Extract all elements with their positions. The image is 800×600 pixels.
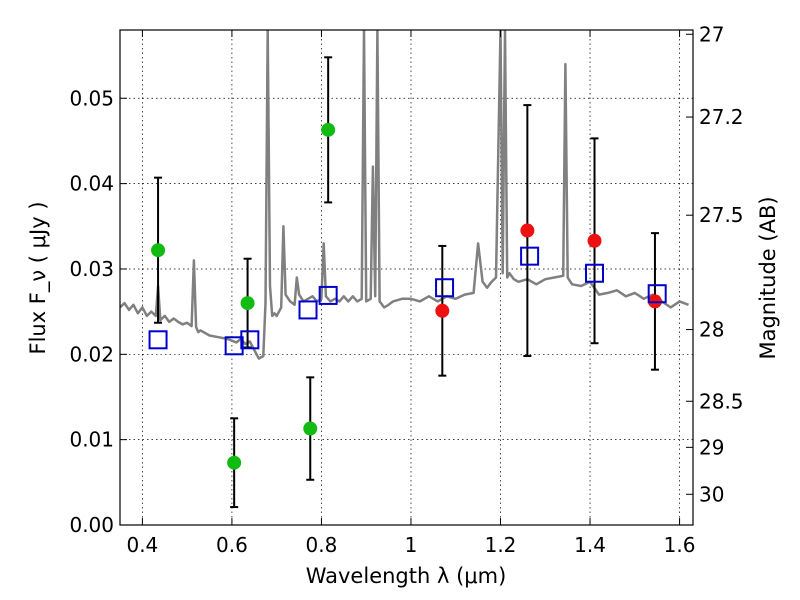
model-square — [298, 300, 318, 320]
red-point — [435, 303, 450, 318]
y2-tick-label: 28 — [699, 318, 724, 342]
x-tick-label: 1.2 — [485, 533, 517, 557]
green-point — [227, 455, 242, 470]
y2-tick-label: 27.2 — [699, 105, 744, 129]
y-tick-label: 0.02 — [69, 342, 114, 366]
spectrum-line — [120, 30, 689, 360]
y2-tick-label: 27 — [699, 22, 724, 46]
grid-lines — [120, 30, 693, 526]
red-point — [587, 233, 602, 248]
model-square — [585, 263, 605, 283]
y2-tick-label: 29 — [699, 435, 724, 459]
model-square — [435, 278, 455, 298]
x-tick-label: 1.6 — [664, 533, 696, 557]
plot-frame — [119, 29, 694, 526]
x-tick-label: 0.8 — [306, 533, 338, 557]
ticks: 0.4 0.6 0.8 1 1.2 1.4 1.6 0.00 0.01 0.02 0.03 0.04 0… — [69, 22, 743, 557]
y2-tick-label: 27.5 — [699, 203, 744, 227]
model-square — [318, 285, 338, 305]
model-square — [520, 246, 540, 266]
model-square — [647, 284, 667, 304]
x-axis-label: Wavelength λ (μm) — [306, 564, 507, 588]
y2-tick-label: 30 — [699, 482, 724, 506]
y2-tick-label: 28.5 — [699, 389, 744, 413]
model-square — [224, 336, 244, 356]
green-point — [303, 421, 318, 436]
y2-axis-label: Magnitude (AB) — [756, 196, 780, 359]
x-tick-label: 1.4 — [574, 533, 606, 557]
y-tick-label: 0.04 — [69, 172, 114, 196]
green-point — [321, 122, 336, 137]
y-tick-label: 0.01 — [69, 428, 114, 452]
red-point — [520, 223, 535, 238]
y-axis-label: Flux F_ν ( μJy ) — [26, 201, 51, 354]
model-square — [240, 330, 260, 350]
x-tick-label: 1 — [405, 533, 418, 557]
markers — [148, 56, 667, 509]
x-tick-label: 0.6 — [216, 533, 248, 557]
y-tick-label: 0.03 — [69, 257, 114, 281]
plot-area — [120, 30, 689, 360]
green-point — [151, 243, 166, 258]
y-tick-label: 0.00 — [69, 513, 114, 537]
y-tick-label: 0.05 — [69, 86, 114, 110]
x-tick-label: 0.4 — [126, 533, 158, 557]
model-square — [148, 330, 168, 350]
green-point — [240, 296, 255, 311]
